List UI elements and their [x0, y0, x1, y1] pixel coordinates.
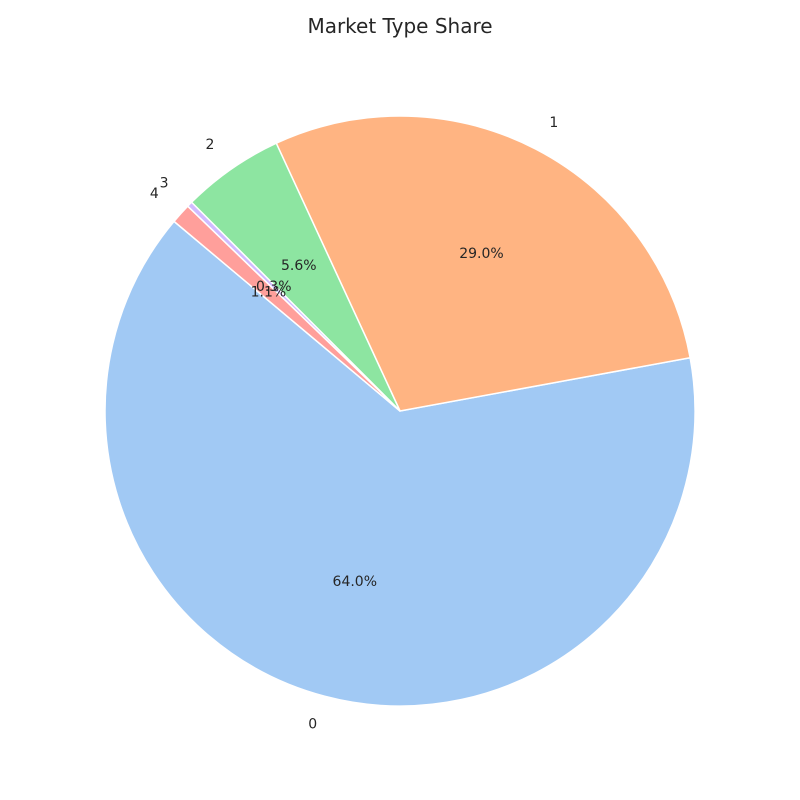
percent-label-1: 29.0%: [459, 246, 503, 262]
pie-slice-4: [172, 205, 401, 412]
category-label-1: 1: [549, 115, 558, 131]
category-label-0: 0: [308, 717, 317, 733]
percent-label-0: 64.0%: [333, 574, 377, 590]
pie-slice-0: [104, 220, 696, 707]
percent-label-2: 5.6%: [281, 258, 317, 274]
pie-slice-1: [275, 115, 692, 412]
category-label-4: 4: [150, 186, 159, 202]
percent-label-3: 0.3%: [256, 279, 292, 295]
category-label-2: 2: [206, 137, 215, 153]
chart-title: Market Type Share: [307, 14, 493, 38]
category-label-3: 3: [160, 176, 169, 192]
percent-label-4: 1.1%: [251, 285, 287, 301]
